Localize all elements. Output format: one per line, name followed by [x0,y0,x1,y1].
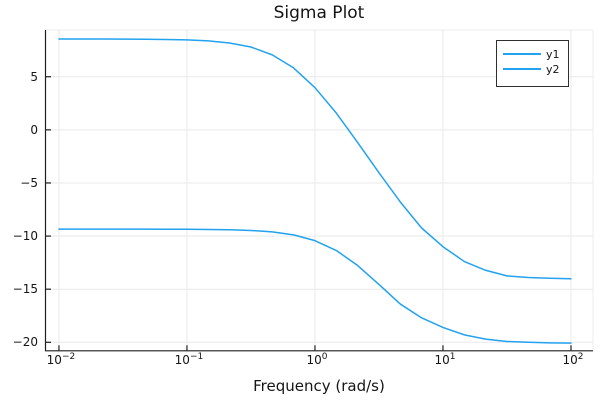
y-tick-label: 0 [30,122,38,137]
legend-label-y1: y1 [546,47,560,61]
legend-entry-y2: y2 [503,62,568,77]
y-tick-label: −20 [12,335,38,350]
x-tick-label: 101 [434,352,456,367]
series-line-y1 [58,38,572,280]
plot-title: Sigma Plot [273,3,365,23]
legend-line-sample-y2 [503,68,541,70]
y-tick-label: −15 [12,282,38,297]
legend-entry-y1: y1 [503,47,568,62]
legend-line-sample-y1 [503,53,541,55]
x-tick-label: 102 [562,352,584,367]
x-tick-label: 100 [306,352,328,367]
series-line-y2 [58,228,572,344]
y-tick-label: −5 [20,175,38,190]
x-tick-label: 10−1 [174,352,204,367]
y-tick-label: 5 [30,69,38,84]
x-axis-label: Frequency (rad/s) [253,377,385,395]
legend: y1 y2 [496,40,569,87]
x-tick-label: 10−2 [46,352,76,367]
legend-label-y2: y2 [546,62,560,76]
y-tick-label: −10 [12,229,38,244]
